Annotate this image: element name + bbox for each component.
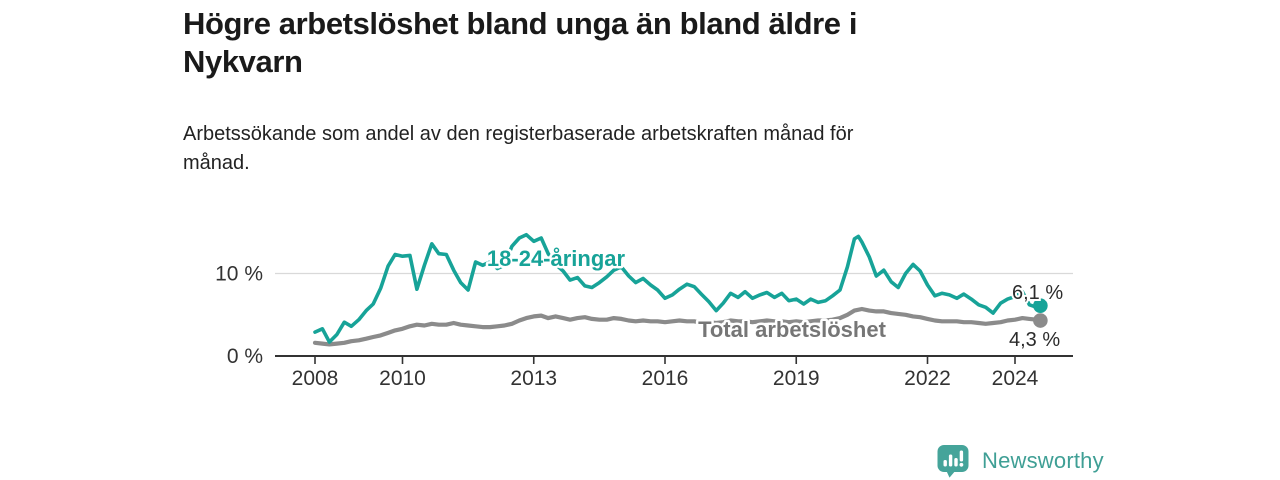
series-line-total: [312, 306, 1043, 347]
logo-wordmark: Newsworthy: [982, 448, 1104, 473]
end-value-label-total: 4,3 %: [1009, 329, 1060, 351]
annotation-layer: 0 % 10 % 2008 2010 2013 2016 2019 2022 2024 18-24…: [215, 244, 1065, 391]
title-line-1: Högre arbetslöshet bland unga än bland ä…: [183, 6, 858, 41]
line-chart-svg: 0 % 10 % 2008 2010 2013 2016 2019 2022 2024 18-24…: [215, 232, 1073, 391]
x-axis-label-2019: 2019: [773, 367, 820, 390]
line-chart: 0 % 10 % 2008 2010 2013 2016 2019 2022 2024 18-24…: [200, 215, 1120, 410]
x-axis-label-2022: 2022: [904, 367, 951, 390]
series-end-dot-youth: [1033, 298, 1048, 313]
subtitle-line-1: Arbetssökande som andel av den registerb…: [183, 123, 854, 145]
series-layer: [312, 232, 1048, 347]
title-line-2: Nykvarn: [183, 44, 303, 79]
y-axis-label-10: 10 %: [215, 263, 263, 286]
series-label-total: Total arbetslöshet: [698, 317, 887, 342]
x-axis-label-2008: 2008: [292, 367, 339, 390]
subtitle-line-2: månad.: [183, 152, 250, 174]
x-axis-label-2024: 2024: [992, 367, 1039, 390]
series-end-dot-total: [1033, 313, 1048, 328]
axis-layer: [275, 355, 1073, 364]
bar-chart-speech-bubble-icon: [937, 445, 969, 478]
chart-subtitle: Arbetssökande som andel av den registerb…: [183, 120, 1063, 178]
series-label-youth: 18-24-åringar: [487, 246, 626, 271]
y-axis-label-0: 0 %: [227, 345, 263, 368]
end-value-label-youth: 6,1 %: [1012, 282, 1063, 304]
newsworthy-logo: Newsworthy: [936, 444, 1104, 478]
x-axis-label-2010: 2010: [379, 367, 426, 390]
x-axis-label-2013: 2013: [510, 367, 557, 390]
page-title: Högre arbetslöshet bland unga än bland ä…: [183, 5, 1063, 81]
x-axis-label-2016: 2016: [642, 367, 689, 390]
series-line-youth: [313, 232, 1043, 344]
